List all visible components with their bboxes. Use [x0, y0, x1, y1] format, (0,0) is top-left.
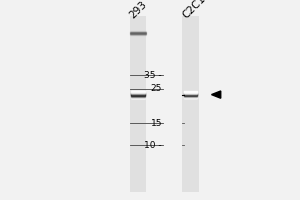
- Text: 293: 293: [128, 0, 149, 20]
- Text: 10 -: 10 -: [144, 140, 162, 149]
- Text: 15: 15: [151, 118, 162, 128]
- Polygon shape: [212, 91, 221, 98]
- Bar: [130, 16, 146, 192]
- Bar: [182, 16, 199, 192]
- Text: 35 -: 35 -: [144, 71, 162, 79]
- Text: 25: 25: [151, 84, 162, 93]
- Text: C2C12: C2C12: [180, 0, 212, 20]
